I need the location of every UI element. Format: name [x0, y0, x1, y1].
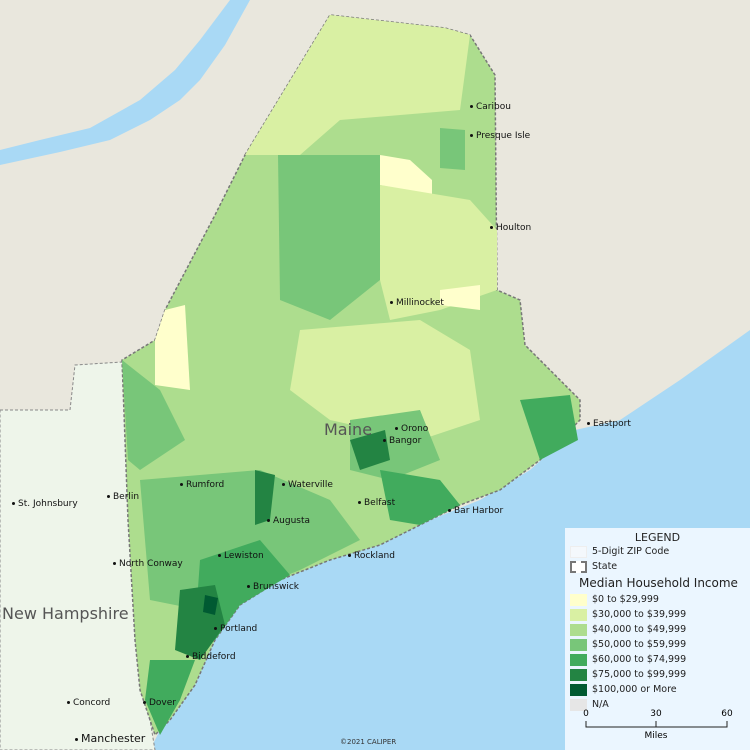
legend-label: State	[592, 561, 618, 572]
city-label: Waterville	[282, 480, 333, 490]
city-label: Caribou	[470, 102, 511, 112]
city-label: Biddeford	[186, 652, 236, 662]
city-label: Berlin	[107, 492, 139, 502]
legend-swatch	[570, 683, 587, 696]
legend-swatch	[570, 653, 587, 666]
legend-label: $100,000 or More	[592, 684, 677, 695]
legend-label: 5-Digit ZIP Code	[592, 546, 670, 557]
city-label: Millinocket	[390, 298, 444, 308]
legend-class: $30,000 to $39,999	[570, 607, 750, 622]
legend-swatch	[570, 608, 587, 621]
city-label: Houlton	[490, 223, 531, 233]
legend-label: N/A	[592, 699, 609, 710]
copyright: ©2021 CALIPER	[340, 738, 397, 746]
city-label: Brunswick	[247, 582, 299, 592]
legend-class: $0 to $29,999	[570, 592, 750, 607]
legend-swatch	[570, 668, 587, 681]
city-label: Concord	[67, 698, 110, 708]
legend-label: $60,000 to $74,999	[592, 654, 687, 665]
neighbor-state-label: New Hampshire	[2, 604, 129, 623]
city-label: Bar Harbor	[448, 506, 503, 516]
zip-swatch	[570, 545, 587, 558]
state-swatch	[570, 560, 587, 573]
legend-swatch	[570, 593, 587, 606]
city-label: Lewiston	[218, 551, 264, 561]
scale-tick: 30	[650, 709, 662, 719]
legend-swatch	[570, 623, 587, 636]
city-label: Orono	[395, 424, 428, 434]
legend-title: LEGEND	[634, 531, 681, 544]
city-label: Eastport	[587, 419, 631, 429]
legend-class: $50,000 to $59,999	[570, 637, 750, 652]
scale-unit: Miles	[645, 731, 668, 741]
legend-label: $75,000 to $99,999	[592, 669, 687, 680]
city-label: Presque Isle	[470, 131, 530, 141]
legend-class: $60,000 to $74,999	[570, 652, 750, 667]
legend-swatch	[570, 698, 587, 711]
city-label: Belfast	[358, 498, 395, 508]
legend-class: N/A	[570, 697, 750, 712]
city-label: Dover	[143, 698, 176, 708]
city-label: Rumford	[180, 480, 224, 490]
legend-swatch	[570, 638, 587, 651]
city-label: North Conway	[113, 559, 183, 569]
river	[0, 0, 250, 165]
legend-class: $40,000 to $49,999	[570, 622, 750, 637]
legend-label: $50,000 to $59,999	[592, 639, 687, 650]
legend-class: $75,000 to $99,999	[570, 667, 750, 682]
legend-class: $100,000 or More	[570, 682, 750, 697]
city-label: Augusta	[267, 516, 310, 526]
city-label: Bangor	[383, 436, 421, 446]
scale-tick: 60	[721, 709, 733, 719]
legend-theme-title: Median Household Income	[579, 576, 738, 590]
city-label: Rockland	[348, 551, 395, 561]
state-label: Maine	[324, 420, 373, 439]
legend-label: $0 to $29,999	[592, 594, 659, 605]
city-label: Manchester	[75, 732, 145, 745]
legend-layer-zip: 5-Digit ZIP Code	[570, 544, 750, 559]
legend: LEGEND 5-Digit ZIP Code State Median Hou…	[565, 528, 750, 750]
scale-tick: 0	[583, 709, 589, 719]
legend-layer-state: State	[570, 559, 750, 574]
city-label: St. Johnsbury	[12, 499, 78, 509]
scale-bar: 0 30 60 Miles	[583, 709, 733, 741]
legend-label: $30,000 to $39,999	[592, 609, 687, 620]
city-label: Portland	[214, 624, 257, 634]
legend-label: $40,000 to $49,999	[592, 624, 687, 635]
